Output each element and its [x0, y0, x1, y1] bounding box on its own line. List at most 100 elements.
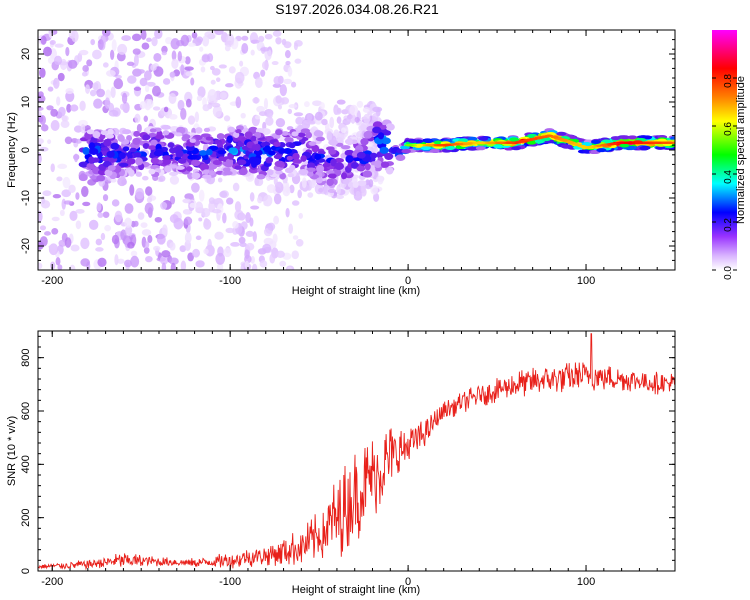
spectrogram-cell — [235, 96, 242, 109]
spectrogram-cell — [328, 139, 339, 146]
spectrogram-cell — [224, 159, 234, 168]
spectrogram-cell — [69, 210, 78, 221]
spectrogram-cell — [95, 247, 104, 252]
snr-y-tick-label: 200 — [20, 508, 32, 526]
spectrogram-cell — [238, 236, 246, 244]
spectrogram-cell — [189, 202, 197, 208]
spectrogram-cell — [291, 250, 299, 260]
snr-x-tick-label: -100 — [219, 576, 241, 588]
spectrogram-cell — [78, 49, 89, 56]
spectrogram-cell — [89, 89, 97, 97]
spectrogram-cell — [303, 101, 310, 108]
spectrogram-cell — [146, 98, 154, 109]
spectrogram-cell — [81, 71, 88, 77]
spectrogram-cell — [464, 142, 473, 145]
snr-y-ticks: 0 200 400 600 800 — [20, 335, 675, 574]
spectrogram-cell — [493, 144, 504, 149]
spectrogram-cell — [385, 123, 395, 131]
spectrogram-cell — [272, 30, 282, 37]
spectrogram-cell — [265, 116, 274, 126]
spectrogram-cell — [52, 194, 62, 199]
spectrogram-cell — [161, 158, 172, 165]
spectrogram-cell — [129, 184, 135, 196]
spectrogram-cell — [404, 144, 413, 147]
spectrogram-cell — [262, 243, 272, 253]
spectrogram-cell — [142, 175, 149, 181]
spectrogram-x-tick-label: -200 — [41, 275, 63, 287]
spectrogram-cell — [610, 136, 621, 141]
spectrogram-cell — [186, 166, 193, 172]
spectrogram-cell — [162, 155, 171, 160]
spectrogram-cell — [251, 157, 262, 166]
spectrogram-cell — [171, 50, 177, 61]
spectrogram-cell — [283, 78, 293, 85]
spectrogram-cell — [43, 46, 52, 57]
spectrogram-cell — [48, 244, 58, 249]
spectrogram-cell — [235, 129, 242, 134]
spectrogram-cell — [114, 254, 119, 266]
spectrogram-cell — [379, 146, 389, 154]
spectrogram-cell — [169, 113, 178, 120]
spectrogram-cell — [67, 59, 78, 69]
spectrogram-cell — [161, 262, 167, 270]
spectrogram-cell — [349, 104, 359, 116]
spectrogram-cell — [90, 38, 96, 46]
spectrogram-cell — [162, 78, 171, 85]
spectrogram-cell — [102, 62, 109, 68]
spectrogram-x-tick-label: -100 — [219, 275, 241, 287]
spectrogram-cell — [134, 113, 141, 123]
spectrogram-cell — [136, 123, 142, 133]
spectrogram-cell — [329, 116, 335, 129]
spectrogram-cell — [258, 35, 265, 43]
spectrogram-cell — [226, 197, 234, 205]
spectrogram-cell — [110, 142, 120, 150]
spectrogram-cell — [312, 100, 322, 107]
spectrogram-cell — [127, 75, 137, 84]
spectrogram-cell — [140, 30, 147, 40]
spectrogram-cell — [124, 217, 132, 228]
spectrogram-cell — [183, 209, 190, 215]
spectrogram-cell — [225, 83, 234, 88]
spectrogram-cell — [196, 95, 203, 102]
spectrogram-cell — [371, 112, 379, 123]
spectrogram-cell — [128, 169, 135, 177]
spectrogram-cell — [280, 97, 290, 105]
spectrogram-cell — [641, 141, 650, 144]
snr-x-tick-label: 100 — [577, 576, 595, 588]
spectrogram-cell — [195, 235, 202, 241]
snr-x-label: Height of straight line (km) — [292, 584, 420, 596]
spectrogram-cell — [275, 250, 285, 258]
spectrogram-cell — [380, 161, 390, 168]
spectrogram-cell — [265, 156, 274, 164]
spectrogram-cell — [38, 138, 44, 145]
spectrogram-cell — [88, 156, 95, 164]
spectrogram-cell — [180, 260, 187, 270]
spectrogram-cell — [322, 162, 331, 168]
spectrogram-cell — [176, 126, 186, 135]
spectrogram-cell — [89, 147, 99, 155]
spectrogram-cell — [286, 155, 294, 161]
spectrogram-cell — [669, 136, 675, 141]
spectrogram-cell — [100, 130, 109, 136]
spectrogram-cell — [292, 159, 303, 164]
spectrogram-cell — [146, 81, 156, 87]
spectrogram-cell — [357, 180, 367, 187]
spectrogram-cell — [524, 138, 533, 142]
spectrogram-cell — [579, 145, 588, 148]
spectrogram-cell — [217, 177, 223, 183]
spectrogram-cell — [320, 102, 325, 110]
spectrogram-cell — [362, 170, 373, 178]
spectrogram-cell — [311, 144, 320, 153]
spectrogram-cell — [46, 105, 54, 111]
spectrogram-cell — [183, 216, 193, 226]
spectrogram-cell — [275, 129, 283, 136]
spectrogram-cell — [326, 178, 334, 187]
spectrogram-cell — [202, 35, 210, 47]
spectrogram-cell — [307, 120, 316, 125]
spectrogram-cell — [395, 154, 406, 162]
spectrogram-cell — [287, 66, 293, 77]
spectrogram-cell — [57, 72, 65, 82]
spectrogram-cell — [179, 245, 187, 253]
spectrogram-cell — [144, 202, 154, 215]
